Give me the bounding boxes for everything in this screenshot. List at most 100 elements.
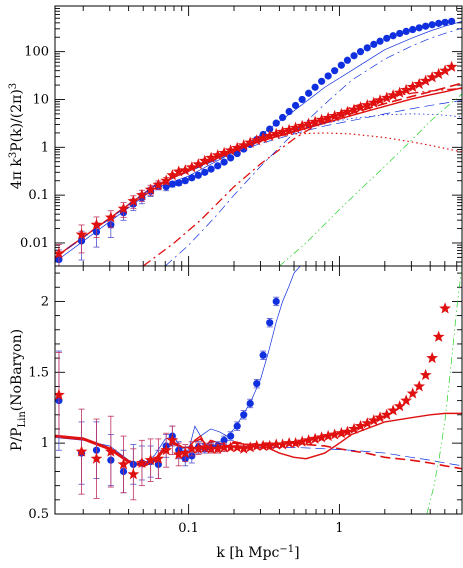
top-red-star xyxy=(439,64,451,76)
top-red-star xyxy=(328,109,341,122)
top-red-star xyxy=(263,129,276,142)
top-blue-point xyxy=(370,40,378,48)
top-red-star xyxy=(419,74,432,86)
top-red-star xyxy=(117,202,130,214)
bottom-y-tick-label: 1.5 xyxy=(28,365,49,380)
bottom-blue-point xyxy=(266,319,274,327)
top-red-star xyxy=(354,101,367,113)
top-y-tick-label: 1 xyxy=(41,140,49,155)
top-red-solid-curve xyxy=(55,87,462,258)
top-blue-point xyxy=(428,21,436,29)
bottom-y-axis-label: P/PLin(NoBaryon) xyxy=(9,329,28,451)
bottom-red-star xyxy=(263,439,276,451)
top-blue-point xyxy=(227,154,235,162)
bottom-red-star xyxy=(198,441,211,453)
top-red-star xyxy=(400,83,413,95)
bottom-red-star xyxy=(283,436,296,449)
top-blue-point xyxy=(383,34,391,42)
top-blue-point xyxy=(291,101,300,110)
top-blue-dashed-curve xyxy=(55,99,462,258)
bottom-red-star xyxy=(439,302,451,314)
top-y-tick-label: 100 xyxy=(24,45,49,60)
top-red-star xyxy=(185,161,198,173)
top-blue-point xyxy=(422,22,430,30)
top-blue-point xyxy=(188,174,196,182)
bottom-red-star xyxy=(55,388,65,400)
bottom-red-star xyxy=(250,439,263,451)
top-red-star xyxy=(179,164,192,176)
top-blue-point xyxy=(168,180,176,188)
top-red-star xyxy=(432,67,445,80)
top-y-tick-label: 0.01 xyxy=(20,236,49,251)
top-blue-point xyxy=(279,113,287,122)
bottom-blue-point xyxy=(272,297,280,306)
bottom-red-star xyxy=(224,441,237,453)
bottom-red-star xyxy=(380,408,393,420)
bottom-red-star xyxy=(166,434,179,446)
bottom-red-star xyxy=(302,434,315,446)
bottom-red-star xyxy=(387,404,399,416)
bottom-red-star xyxy=(205,442,218,454)
x-axis-label: k [h Mpc−1] xyxy=(216,544,299,561)
top-red-star xyxy=(136,188,148,201)
top-y-axis-label: 4π k3P(k)/(2π)3 xyxy=(8,83,25,189)
bottom-red-star xyxy=(127,468,140,480)
bottom-red-star xyxy=(172,448,185,460)
top-plot-area xyxy=(55,17,462,266)
bottom-green-dashdotdot-curve xyxy=(426,266,462,514)
bottom-ticks xyxy=(55,266,462,515)
bottom-red-star xyxy=(289,436,302,449)
bottom-red-star xyxy=(185,442,198,454)
top-blue-point xyxy=(356,48,365,56)
bottom-y-tick-label: 2 xyxy=(41,294,49,309)
bottom-red-star xyxy=(192,442,205,454)
bottom-red-star xyxy=(341,425,354,437)
top-red-star xyxy=(413,77,426,90)
bottom-red-star xyxy=(432,330,445,342)
bottom-red-star xyxy=(152,452,165,464)
top-blue-point xyxy=(162,183,170,191)
top-red-star xyxy=(172,165,185,177)
bottom-red-star xyxy=(160,444,173,456)
top-blue-dashdot-curve xyxy=(165,27,462,266)
bottom-blue-solid-curve xyxy=(55,266,301,467)
top-red-star xyxy=(309,115,322,127)
bottom-red-solid-curve xyxy=(181,412,462,460)
top-blue-point xyxy=(181,177,189,185)
top-blue-point xyxy=(389,32,397,40)
top-red-star xyxy=(250,134,263,146)
bottom-red-star xyxy=(374,411,386,423)
bottom-blue-point xyxy=(233,422,241,430)
top-red-star xyxy=(160,174,173,186)
top-blue-point xyxy=(201,168,209,176)
top-blue-point xyxy=(402,27,410,35)
bottom-red-star xyxy=(296,435,309,447)
bottom-x-tick-label: 1 xyxy=(335,521,343,536)
bottom-red-star xyxy=(117,458,130,470)
top-red-star xyxy=(144,183,157,195)
bottom-blue-point xyxy=(253,380,261,388)
bottom-y-tick-label: 0.5 xyxy=(28,507,49,522)
top-green-dashdotdot-curve xyxy=(279,93,462,266)
bottom-blue-point xyxy=(259,351,267,359)
top-red-star xyxy=(283,123,296,136)
bottom-red-star xyxy=(335,427,348,439)
top-red-star xyxy=(166,169,179,181)
bottom-red-star xyxy=(406,387,419,399)
bottom-blue-point xyxy=(246,399,254,408)
bottom-red-star xyxy=(361,417,374,429)
bottom-series xyxy=(55,266,462,514)
top-red-star xyxy=(90,218,103,230)
top-blue-point xyxy=(324,72,332,80)
top-red-star xyxy=(218,146,231,159)
top-red-star xyxy=(104,211,117,223)
top-red-star xyxy=(244,136,257,148)
bottom-red-star xyxy=(211,442,224,454)
bottom-plot-area xyxy=(55,266,462,514)
top-blue-point xyxy=(305,89,313,97)
bottom-red-star xyxy=(136,456,148,468)
bottom-red-star xyxy=(322,429,335,442)
bottom-red-star xyxy=(90,452,103,464)
top-blue-point xyxy=(194,171,202,179)
bottom-red-star xyxy=(104,445,117,457)
